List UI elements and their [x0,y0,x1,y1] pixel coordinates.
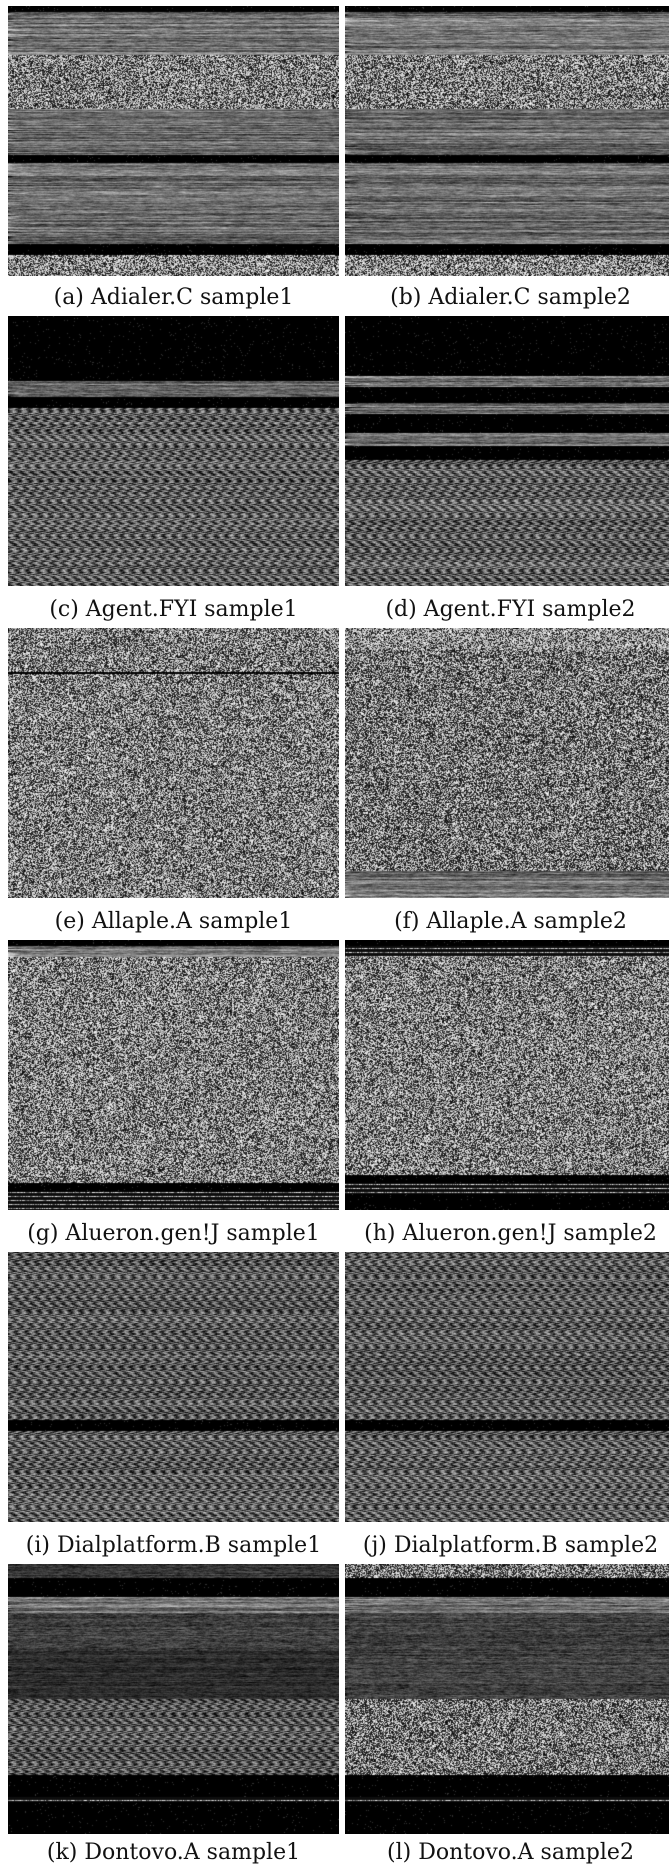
figure-panel-b [345,6,669,276]
caption-f: (f) Allaple.A sample2 [394,909,627,934]
caption-d: (d) Agent.FYI sample2 [385,597,636,622]
caption-j: (j) Dialplatform.B sample2 [362,1533,659,1558]
caption-k: (k) Dontovo.A sample1 [46,1840,301,1865]
figure-panel-c [8,316,339,586]
malware-image-adialer-c-sample1 [8,6,339,276]
malware-image-agent-fyi-sample2 [345,316,669,586]
caption-c: (c) Agent.FYI sample1 [49,597,298,622]
caption-e: (e) Allaple.A sample1 [54,909,293,934]
figure-panel-e [8,628,339,898]
malware-image-dontovo-a-sample2 [345,1564,669,1834]
figure-panel-i [8,1252,339,1522]
figure-panel-k [8,1564,339,1834]
malware-image-allaple-a-sample1 [8,628,339,898]
malware-image-alueron-genj-sample1 [8,940,339,1210]
caption-i: (i) Dialplatform.B sample1 [25,1533,322,1558]
figure-panel-a [8,6,339,276]
caption-b: (b) Adialer.C sample2 [390,285,631,310]
malware-image-agent-fyi-sample1 [8,316,339,586]
caption-l: (l) Dontovo.A sample2 [387,1840,634,1865]
caption-h: (h) Alueron.gen!J sample2 [364,1221,657,1246]
figure-panel-g [8,940,339,1210]
malware-image-alueron-genj-sample2 [345,940,669,1210]
caption-a: (a) Adialer.C sample1 [53,285,294,310]
malware-image-dialplatform-b-sample2 [345,1252,669,1522]
malware-image-adialer-c-sample2 [345,6,669,276]
figure-panel-d [345,316,669,586]
caption-g: (g) Alueron.gen!J sample1 [27,1221,320,1246]
malware-image-allaple-a-sample2 [345,628,669,898]
figure-panel-h [345,940,669,1210]
figure-panel-j [345,1252,669,1522]
malware-image-dontovo-a-sample1 [8,1564,339,1834]
figure-panel-l [345,1564,669,1834]
figure-panel-f [345,628,669,898]
malware-image-dialplatform-b-sample1 [8,1252,339,1522]
